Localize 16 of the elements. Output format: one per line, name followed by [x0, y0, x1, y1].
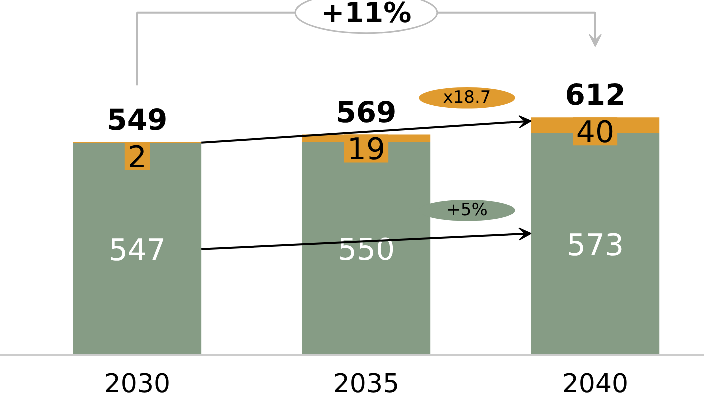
annotation: +5%	[446, 200, 488, 221]
data-label: 573	[566, 228, 624, 264]
x-tick-label: 2030	[104, 370, 171, 400]
data-label: 547	[108, 233, 166, 268]
text: +11%	[321, 0, 412, 30]
data-label: 2	[128, 140, 148, 176]
total-label: 569	[336, 95, 397, 130]
total-label: 549	[107, 103, 168, 138]
total-label: 612	[565, 78, 626, 112]
x-tick-label: 2035	[333, 370, 400, 400]
bar	[73, 143, 202, 356]
data-label: 550	[338, 232, 396, 268]
text: x18.7	[443, 88, 492, 108]
data-label: 40	[576, 116, 615, 151]
x-tick-label: 2040	[562, 370, 629, 400]
data-label: 19	[347, 132, 386, 168]
